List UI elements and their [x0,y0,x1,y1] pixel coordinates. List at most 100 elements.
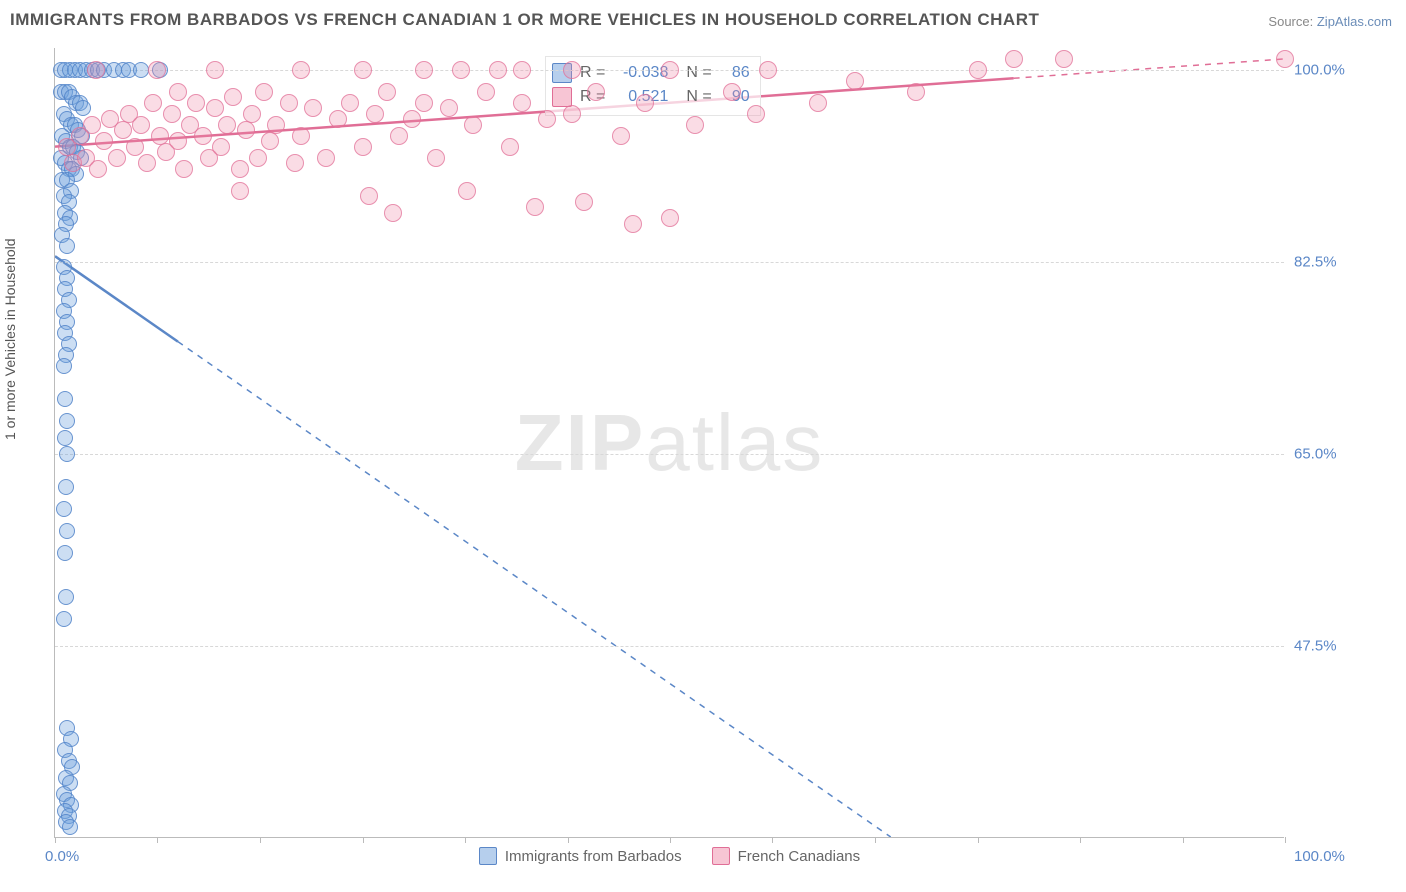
scatter-point-pink [563,61,581,79]
scatter-point-pink [464,116,482,134]
scatter-point-pink [403,110,421,128]
x-tick [465,837,466,843]
scatter-point-pink [163,105,181,123]
chart-title: IMMIGRANTS FROM BARBADOS VS FRENCH CANAD… [10,10,1039,30]
scatter-point-pink [292,61,310,79]
scatter-point-pink [360,187,378,205]
bottom-label-blue: Immigrants from Barbados [505,848,682,865]
scatter-point-blue [59,523,75,539]
scatter-point-pink [187,94,205,112]
legend-n-blue: 86 [720,61,750,85]
scatter-point-pink [231,182,249,200]
scatter-point-blue [75,100,91,116]
scatter-point-pink [378,83,396,101]
scatter-point-pink [489,61,507,79]
scatter-point-pink [513,61,531,79]
source-value: ZipAtlas.com [1317,14,1392,29]
scatter-point-pink [341,94,359,112]
scatter-point-pink [212,138,230,156]
scatter-point-pink [280,94,298,112]
scatter-point-pink [206,99,224,117]
scatter-point-pink [575,193,593,211]
scatter-point-pink [329,110,347,128]
scatter-point-pink [206,61,224,79]
legend-r-label: R = [580,61,605,85]
legend-n-label: N = [686,85,711,109]
x-tick [875,837,876,843]
scatter-point-blue [62,819,78,835]
scatter-point-pink [231,160,249,178]
scatter-plot-area: ZIPatlas R = -0.038 N = 86 R = 0.521 N =… [54,48,1284,838]
scatter-point-pink [661,61,679,79]
scatter-point-pink [255,83,273,101]
source-label: Source: [1268,14,1313,29]
x-tick [363,837,364,843]
x-tick [772,837,773,843]
y-tick-label: 47.5% [1294,637,1394,654]
y-axis-label: 1 or more Vehicles in Household [2,238,18,440]
scatter-point-pink [261,132,279,150]
legend-r-blue: -0.038 [613,61,668,85]
bottom-swatch-blue [479,847,497,865]
scatter-point-pink [452,61,470,79]
scatter-point-blue [56,611,72,627]
scatter-point-pink [415,94,433,112]
scatter-point-pink [624,215,642,233]
scatter-point-pink [138,154,156,172]
scatter-point-pink [1276,50,1294,68]
scatter-point-pink [126,138,144,156]
scatter-point-pink [249,149,267,167]
scatter-point-pink [427,149,445,167]
scatter-point-blue [57,545,73,561]
scatter-point-pink [723,83,741,101]
scatter-point-pink [415,61,433,79]
watermark: ZIPatlas [515,397,824,489]
x-tick [568,837,569,843]
x-tick [978,837,979,843]
scatter-point-pink [846,72,864,90]
bottom-legend-item-blue: Immigrants from Barbados [479,847,682,865]
scatter-point-pink [390,127,408,145]
scatter-point-pink [87,61,105,79]
scatter-point-pink [194,127,212,145]
scatter-point-pink [440,99,458,117]
scatter-point-blue [56,358,72,374]
scatter-point-pink [267,116,285,134]
scatter-point-pink [969,61,987,79]
scatter-point-pink [286,154,304,172]
y-tick-label: 100.0% [1294,61,1394,78]
scatter-point-pink [636,94,654,112]
bottom-legend: Immigrants from Barbados French Canadian… [55,847,1284,865]
scatter-point-pink [95,132,113,150]
scatter-point-pink [292,127,310,145]
x-tick [55,837,56,843]
scatter-point-pink [114,121,132,139]
scatter-point-pink [747,105,765,123]
bottom-swatch-pink [712,847,730,865]
legend-n-label: N = [686,61,711,85]
scatter-point-pink [317,149,335,167]
scatter-point-pink [354,138,372,156]
scatter-point-pink [354,61,372,79]
x-tick-max: 100.0% [1294,848,1394,865]
scatter-point-pink [169,132,187,150]
gridline-h [55,454,1284,455]
scatter-point-pink [89,160,107,178]
scatter-point-pink [661,209,679,227]
x-tick [670,837,671,843]
x-tick [1080,837,1081,843]
x-tick [1285,837,1286,843]
scatter-point-blue [57,391,73,407]
x-tick [1183,837,1184,843]
x-tick [260,837,261,843]
scatter-point-pink [237,121,255,139]
scatter-point-pink [538,110,556,128]
scatter-point-pink [587,83,605,101]
x-tick [157,837,158,843]
watermark-zip: ZIP [515,398,645,487]
scatter-point-pink [108,149,126,167]
y-tick-label: 82.5% [1294,253,1394,270]
scatter-point-pink [526,198,544,216]
watermark-atlas: atlas [645,398,824,487]
scatter-point-pink [384,204,402,222]
